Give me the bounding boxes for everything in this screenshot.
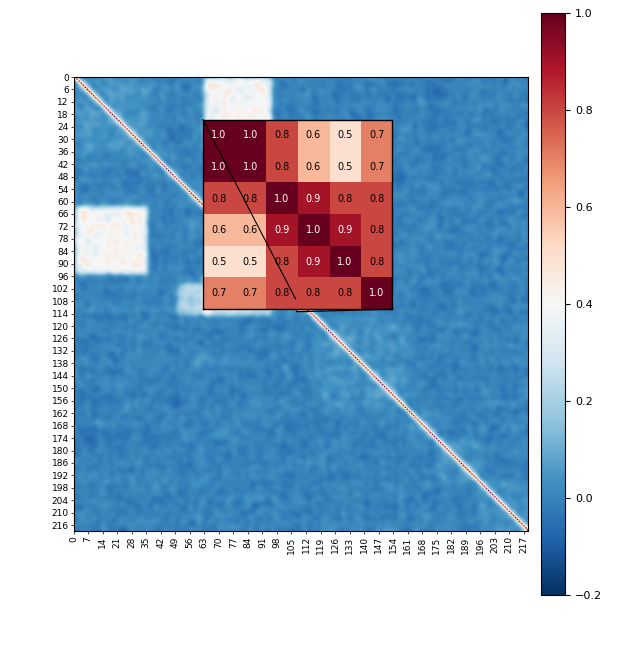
Text: 1.0: 1.0 xyxy=(369,289,384,299)
Text: 0.7: 0.7 xyxy=(369,162,384,172)
Text: 0.9: 0.9 xyxy=(337,225,353,235)
Text: 0.8: 0.8 xyxy=(274,289,289,299)
Text: 0.6: 0.6 xyxy=(306,162,321,172)
Text: 0.8: 0.8 xyxy=(337,194,353,203)
Text: 1.0: 1.0 xyxy=(211,130,227,140)
Text: 0.8: 0.8 xyxy=(243,194,258,203)
Text: 0.8: 0.8 xyxy=(274,257,289,267)
Text: 0.5: 0.5 xyxy=(211,257,227,267)
Text: 0.9: 0.9 xyxy=(306,257,321,267)
Text: 0.7: 0.7 xyxy=(211,289,227,299)
Text: 0.7: 0.7 xyxy=(369,130,384,140)
Text: 0.8: 0.8 xyxy=(369,257,384,267)
Text: 0.9: 0.9 xyxy=(306,194,321,203)
Text: 0.8: 0.8 xyxy=(274,162,289,172)
Text: 1.0: 1.0 xyxy=(274,194,289,203)
Text: 0.8: 0.8 xyxy=(274,130,289,140)
Text: 1.0: 1.0 xyxy=(337,257,353,267)
Text: 0.8: 0.8 xyxy=(306,289,321,299)
Text: 0.5: 0.5 xyxy=(337,130,353,140)
Text: 0.7: 0.7 xyxy=(243,289,258,299)
Text: 0.8: 0.8 xyxy=(211,194,227,203)
Text: 0.8: 0.8 xyxy=(337,289,353,299)
Text: 0.6: 0.6 xyxy=(211,225,227,235)
Text: 1.0: 1.0 xyxy=(306,225,321,235)
Text: 1.0: 1.0 xyxy=(243,162,258,172)
Text: 1.0: 1.0 xyxy=(243,130,258,140)
Text: 0.5: 0.5 xyxy=(243,257,258,267)
Text: 0.8: 0.8 xyxy=(369,194,384,203)
Text: 0.6: 0.6 xyxy=(306,130,321,140)
Text: 0.9: 0.9 xyxy=(274,225,289,235)
Text: 1.0: 1.0 xyxy=(211,162,227,172)
Text: 0.8: 0.8 xyxy=(369,225,384,235)
Text: 0.5: 0.5 xyxy=(337,162,353,172)
Bar xyxy=(296,299,308,311)
Text: 0.6: 0.6 xyxy=(243,225,258,235)
